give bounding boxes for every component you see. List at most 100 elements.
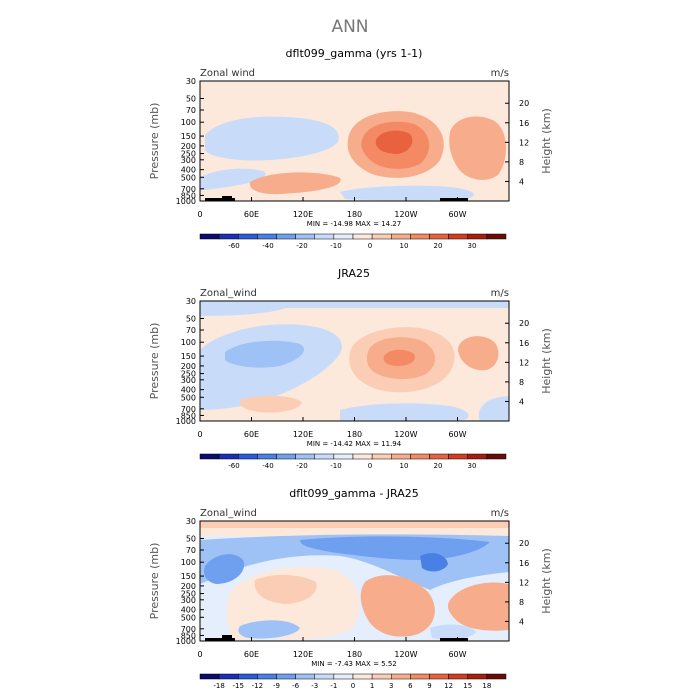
colorbar-swatch <box>410 453 430 460</box>
colorbar-label: 9 <box>427 682 431 690</box>
variable-label: Zonal wind <box>200 68 255 79</box>
x-tick-label: 0 <box>197 210 202 219</box>
contour-negative-right <box>478 396 509 421</box>
y-tick-label: 100 <box>181 338 196 347</box>
colorbar-label: -20 <box>296 462 307 470</box>
contour-top-positive <box>200 521 509 528</box>
y-tick-label: 150 <box>181 132 196 141</box>
contour-negative-top-left <box>200 306 290 316</box>
colorbar-label: -60 <box>228 242 239 250</box>
y-tick-label: 250 <box>181 590 196 599</box>
colorbar-swatch <box>371 673 392 680</box>
contour-positive-low <box>249 172 341 195</box>
contour-field <box>200 301 509 421</box>
y-tick-label: 200 <box>181 362 196 371</box>
colorbar-swatch <box>257 233 277 240</box>
colorbar-swatch <box>333 673 354 680</box>
y-tick-label: 300 <box>181 156 196 165</box>
y-right-tick-label: 12 <box>519 138 529 147</box>
y-right-tick-label: 4 <box>519 397 524 406</box>
colorbar-swatch <box>218 233 239 240</box>
variable-label: Zonal_wind <box>200 508 257 519</box>
y-tick-label: 30 <box>186 77 196 86</box>
x-tick-label: 120E <box>293 650 313 659</box>
y-tick-label: 1000 <box>176 417 196 426</box>
terrain <box>440 198 468 201</box>
y-tick-label: 200 <box>181 142 196 151</box>
x-tick-label: 0 <box>197 650 202 659</box>
contour-positive-far-right <box>448 582 509 631</box>
y-tick-label: 30 <box>186 297 196 306</box>
terrain <box>440 638 468 641</box>
x-tick-label: 120E <box>293 210 313 219</box>
panel-title: dflt099_gamma - JRA25 <box>289 487 419 500</box>
colorbar-swatch <box>410 233 430 240</box>
contour-negative-top <box>200 301 509 308</box>
colorbar-swatch <box>448 673 468 680</box>
x-tick-label: 60E <box>244 650 259 659</box>
colorbar-label: -6 <box>292 682 300 690</box>
y-tick-label: 30 <box>186 517 196 526</box>
colorbar-swatch <box>314 233 335 240</box>
colorbar-label: 0 <box>368 242 372 250</box>
colorbar-label: 10 <box>400 242 409 250</box>
terrain <box>205 638 235 641</box>
contour-positive-east <box>458 336 499 371</box>
y-tick-label: 400 <box>181 386 196 395</box>
variable-label: Zonal_wind <box>200 288 257 299</box>
x-tick-label: 60W <box>448 650 466 659</box>
colorbar-swatch <box>333 453 354 460</box>
colorbar-swatch <box>486 673 507 680</box>
panel-2: JRA25 Zonal_wind m/s Pressure (mb) Heigh… <box>148 267 553 470</box>
colorbar-label: -40 <box>262 242 273 250</box>
colorbar-label: 20 <box>434 242 443 250</box>
y-axis-label: Pressure (mb) <box>148 103 161 180</box>
y-axis-label: Pressure (mb) <box>148 323 161 400</box>
colorbar-label: -9 <box>273 682 280 690</box>
colorbar-swatch <box>391 673 411 680</box>
x-tick-label: 120W <box>394 650 417 659</box>
y-tick-label: 100 <box>181 558 196 567</box>
colorbar-swatch <box>199 453 220 460</box>
x-tick-label: 60E <box>244 430 259 439</box>
colorbar-swatch <box>467 673 488 680</box>
contour-negative-core <box>225 340 304 368</box>
colorbar-swatch <box>257 453 277 460</box>
y-tick-label: 850 <box>181 411 196 420</box>
contour-field <box>200 81 509 201</box>
colorbar-label: -60 <box>228 462 239 470</box>
contour-negative-lower <box>340 403 469 421</box>
page-title: ANN <box>331 17 368 37</box>
colorbar-label: -40 <box>262 462 273 470</box>
colorbar-swatch <box>429 673 449 680</box>
colorbar-label: -10 <box>330 242 341 250</box>
terrain <box>205 198 235 201</box>
colorbar-label: 20 <box>434 462 443 470</box>
colorbar-swatch <box>467 453 488 460</box>
y-tick-label: 700 <box>181 185 196 194</box>
contour-negative-core-left <box>204 554 245 584</box>
contour-upper-light-positive <box>200 528 509 537</box>
colorbar-swatch <box>218 673 239 680</box>
y-tick-label: 500 <box>181 393 196 402</box>
x-tick-label: 60W <box>448 210 466 219</box>
y-tick-label: 700 <box>181 405 196 414</box>
y-tick-label: 1000 <box>176 637 196 646</box>
min-max-stats: MIN = -7.43 MAX = 5.52 <box>311 660 397 668</box>
y-tick-label: 70 <box>186 326 196 335</box>
colorbar-swatch <box>371 453 392 460</box>
colorbar-swatch <box>391 453 411 460</box>
x-tick-label: 120W <box>394 210 417 219</box>
min-max-stats: MIN = -14.98 MAX = 14.27 <box>307 220 401 228</box>
colorbar-swatch <box>295 233 315 240</box>
x-tick-label: 60W <box>448 430 466 439</box>
y-tick-label: 200 <box>181 582 196 591</box>
y-tick-label: 150 <box>181 352 196 361</box>
y-tick-label: 500 <box>181 173 196 182</box>
colorbar-swatch <box>199 673 220 680</box>
colorbar-swatch <box>276 453 296 460</box>
contour-positive-east <box>449 116 506 180</box>
y-tick-label: 50 <box>186 314 196 323</box>
x-tick-label: 0 <box>197 430 202 439</box>
colorbar-swatch <box>238 233 258 240</box>
